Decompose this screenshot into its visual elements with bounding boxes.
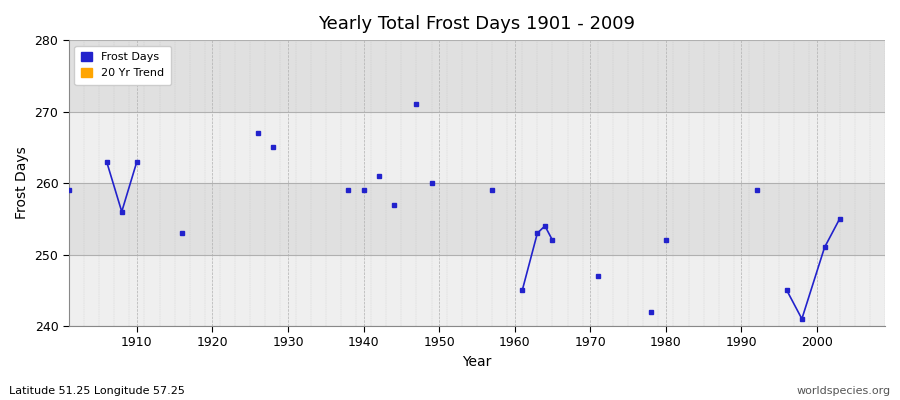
Legend: Frost Days, 20 Yr Trend: Frost Days, 20 Yr Trend: [75, 46, 171, 85]
Bar: [68, 183, 885, 254]
Title: Yearly Total Frost Days 1901 - 2009: Yearly Total Frost Days 1901 - 2009: [319, 15, 635, 33]
Bar: [68, 40, 885, 112]
Bar: [68, 254, 885, 326]
Bar: [68, 112, 885, 183]
Text: worldspecies.org: worldspecies.org: [796, 386, 891, 396]
Y-axis label: Frost Days: Frost Days: [15, 147, 29, 220]
Text: Latitude 51.25 Longitude 57.25: Latitude 51.25 Longitude 57.25: [9, 386, 184, 396]
X-axis label: Year: Year: [463, 355, 491, 369]
